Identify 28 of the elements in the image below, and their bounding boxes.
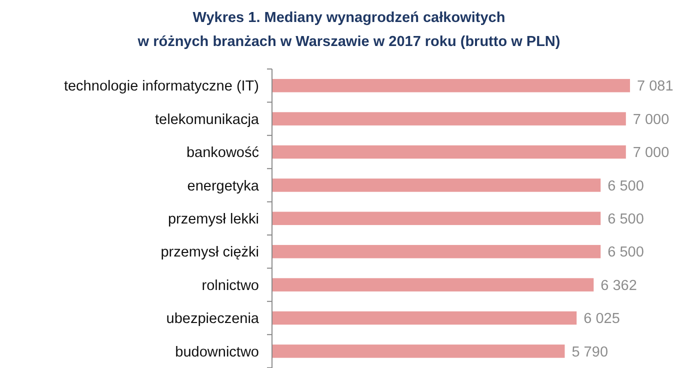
bar bbox=[272, 78, 630, 92]
y-tick-label: ubezpieczenia bbox=[166, 311, 260, 328]
y-tick-label: rolnictwo bbox=[202, 278, 259, 294]
data-label: 7 000 bbox=[632, 145, 670, 162]
bar bbox=[272, 178, 601, 192]
y-tick-label: przemysł ciężki bbox=[160, 244, 259, 261]
y-tick-label: bankowość bbox=[186, 145, 259, 162]
y-tick-label: budownictwo bbox=[175, 344, 259, 360]
bar bbox=[272, 112, 626, 126]
bar bbox=[272, 145, 626, 159]
data-label: 6 500 bbox=[608, 244, 644, 261]
y-tick-label: telekomunikacja bbox=[155, 112, 260, 128]
bar bbox=[272, 344, 565, 358]
data-label: 6 500 bbox=[608, 178, 644, 194]
data-label: 6 362 bbox=[600, 278, 637, 294]
bar bbox=[272, 212, 601, 226]
y-tick-label: energetyka bbox=[187, 178, 260, 194]
y-tick-label: przemysł lekki bbox=[168, 211, 259, 228]
data-label: 7 000 bbox=[632, 112, 670, 128]
y-tick-label: technologie informatyczne (IT) bbox=[64, 78, 259, 95]
data-label: 7 081 bbox=[637, 78, 674, 95]
chart-title: Wykres 1. Mediany wynagrodzeń całkowitych w różnych branżach w Warszawie w 2017 roku (brutto w PLN) bbox=[136, 10, 560, 50]
bar bbox=[272, 244, 601, 258]
bar bbox=[272, 311, 577, 325]
bar bbox=[272, 278, 594, 292]
data-label: 6 500 bbox=[608, 211, 644, 228]
data-label: 5 790 bbox=[572, 344, 608, 360]
data-label: 6 025 bbox=[584, 311, 620, 328]
